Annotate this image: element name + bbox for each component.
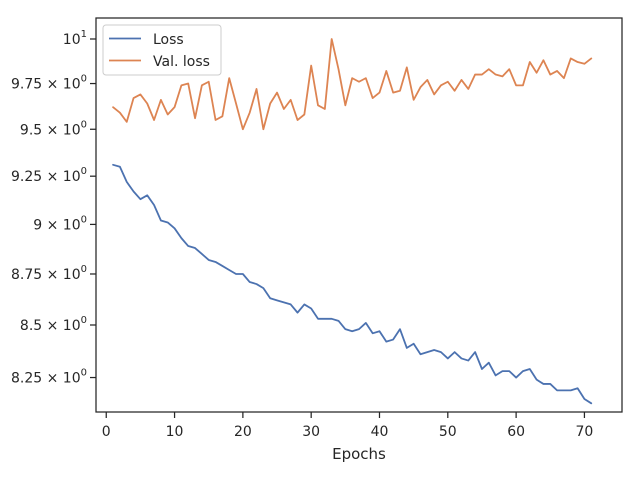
x-tick-label: 50 — [439, 424, 457, 440]
x-tick-label: 60 — [507, 424, 525, 440]
y-tick-label: 101 — [63, 29, 87, 48]
y-tick-label: 8.75 × 100 — [11, 264, 87, 283]
legend-label-loss: Loss — [153, 32, 184, 48]
x-tick-label: 20 — [234, 424, 252, 440]
y-tick-label: 8.5 × 100 — [20, 315, 87, 334]
legend: Loss Val. loss — [102, 24, 222, 76]
series-line-loss — [112, 163, 593, 405]
x-axis-label: Epochs — [332, 445, 386, 463]
y-tick-label: 9.75 × 100 — [11, 74, 87, 93]
x-tick-label: 0 — [102, 424, 111, 440]
legend-box — [102, 24, 222, 76]
x-axis: 0 10 20 30 40 50 60 70 — [102, 412, 594, 440]
series-line-val-loss — [112, 38, 593, 131]
y-tick-label: 9 × 100 — [33, 214, 87, 233]
y-tick-label: 9.5 × 100 — [20, 119, 87, 138]
y-tick-label: 8.25 × 100 — [11, 368, 87, 387]
legend-label-val-loss: Val. loss — [153, 54, 210, 70]
x-tick-label: 70 — [576, 424, 594, 440]
x-tick-label: 30 — [302, 424, 320, 440]
y-tick-label: 9.25 × 100 — [11, 166, 87, 185]
plot-area — [112, 38, 593, 405]
x-tick-label: 10 — [166, 424, 184, 440]
y-axis: 8.25 × 100 8.5 × 100 8.75 × 100 9 × 100 9.25… — [11, 29, 96, 387]
axes-frame — [95, 17, 623, 413]
x-tick-label: 40 — [371, 424, 389, 440]
